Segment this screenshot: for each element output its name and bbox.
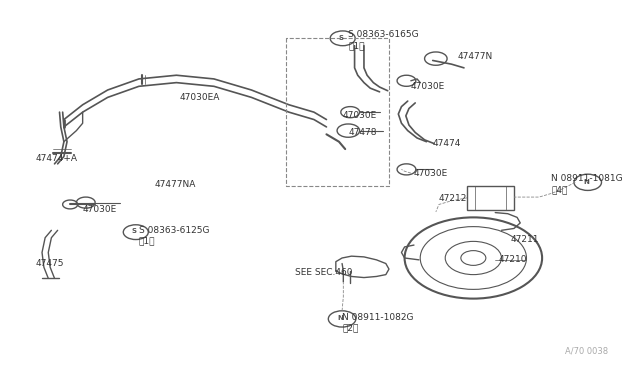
Text: 47477N: 47477N: [458, 52, 493, 61]
Text: S: S: [131, 228, 136, 234]
Text: 47210: 47210: [499, 255, 527, 264]
Text: 47030EA: 47030EA: [180, 93, 220, 102]
Text: N 08911-1081G
（4）: N 08911-1081G （4）: [552, 174, 623, 194]
Text: 47030E: 47030E: [414, 169, 448, 177]
Text: 47211: 47211: [511, 235, 540, 244]
Text: 47474+A: 47474+A: [36, 154, 78, 163]
Text: 47212: 47212: [439, 195, 467, 203]
Text: N 08911-1082G
（2）: N 08911-1082G （2）: [342, 313, 413, 332]
Text: A/70 0038: A/70 0038: [564, 347, 608, 356]
Text: 47475: 47475: [36, 259, 64, 268]
Text: 47478: 47478: [348, 128, 377, 137]
Text: 47030E: 47030E: [83, 205, 117, 215]
Text: N: N: [583, 179, 589, 185]
Text: N: N: [337, 315, 343, 321]
Text: 47030E: 47030E: [342, 111, 376, 121]
Text: 47474: 47474: [433, 139, 461, 148]
Text: S 08363-6125G
（1）: S 08363-6125G （1）: [139, 226, 209, 246]
Text: 47030E: 47030E: [411, 82, 445, 91]
Text: S: S: [339, 35, 343, 41]
Text: SEE SEC.460: SEE SEC.460: [295, 268, 353, 277]
Text: S 08363-6165G
（1）: S 08363-6165G （1）: [348, 31, 419, 50]
Text: 47477NA: 47477NA: [154, 180, 196, 189]
